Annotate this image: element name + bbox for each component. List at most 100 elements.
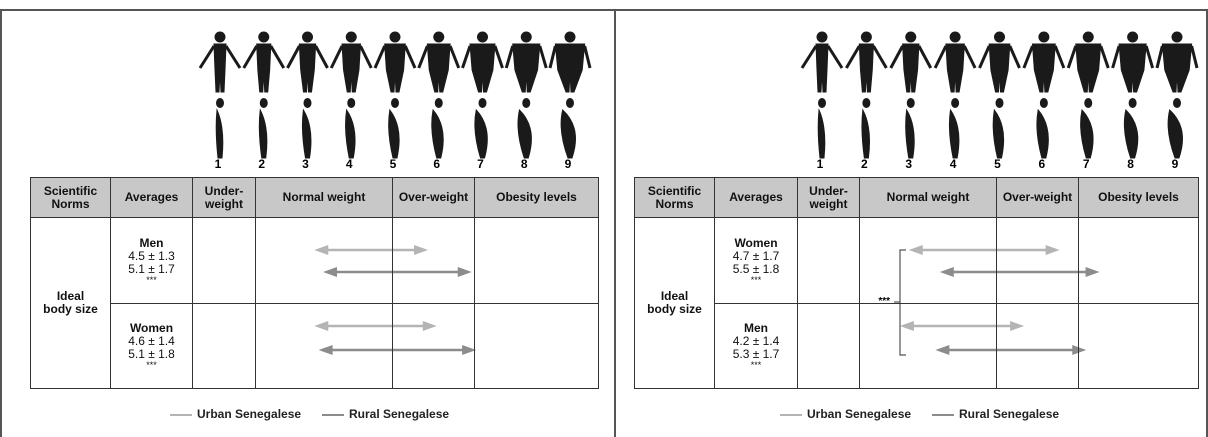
body-side (216, 110, 223, 158)
row-label: Ideal body size (30, 217, 111, 389)
arm (873, 46, 886, 68)
empty-cell (1078, 303, 1199, 389)
head (1083, 32, 1093, 42)
body-side (561, 110, 575, 158)
legend-label: Rural Senegalese (959, 407, 1059, 421)
silhouette (506, 32, 546, 158)
arm (980, 46, 990, 68)
empty-cell (996, 217, 1079, 304)
arm (1055, 46, 1064, 68)
empty-cell (255, 303, 393, 389)
average-value: 4.5 ± 1.3 (128, 250, 175, 263)
arm (1146, 46, 1152, 68)
empty-cell (996, 303, 1079, 389)
arm (316, 46, 328, 68)
scale-number: 1 (817, 157, 824, 171)
arm (200, 46, 214, 68)
legend-label: Urban Senegalese (807, 407, 911, 421)
body-front (816, 44, 828, 92)
silhouette (1024, 32, 1064, 158)
silhouette (846, 32, 886, 158)
empty-cell (859, 217, 997, 304)
arm (935, 46, 946, 68)
arm (1068, 46, 1076, 68)
scale-number: 9 (1172, 157, 1179, 171)
body-side (346, 110, 356, 158)
scale-number: 4 (950, 157, 957, 171)
arm (495, 46, 503, 68)
head (565, 32, 575, 42)
arm (1024, 46, 1033, 68)
empty-cell (192, 217, 256, 304)
significance: *** (146, 361, 157, 370)
body-side (259, 110, 267, 158)
silhouette (375, 32, 415, 158)
body-front (1032, 44, 1055, 92)
head-side (217, 99, 224, 108)
head-side (523, 99, 530, 108)
head-side (996, 99, 1003, 108)
body-side (993, 110, 1003, 158)
arm (891, 46, 903, 68)
body-side (949, 110, 959, 158)
silhouette (1068, 32, 1108, 158)
head (390, 32, 400, 42)
arm (244, 46, 257, 68)
head (434, 32, 444, 42)
head (303, 32, 313, 42)
legend-label: Urban Senegalese (197, 407, 301, 421)
scale-number: 6 (1039, 157, 1046, 171)
scale-number: 9 (565, 157, 572, 171)
significance: *** (751, 276, 762, 285)
head (1039, 32, 1049, 42)
arm (550, 46, 555, 68)
arm (1010, 46, 1020, 68)
body-side (862, 110, 870, 158)
empty-cell (255, 217, 393, 304)
body-front (989, 44, 1010, 92)
silhouette (980, 32, 1020, 158)
arm (405, 46, 415, 68)
body-front (946, 44, 964, 92)
body-side (389, 110, 399, 158)
header-cell: Over-weight (392, 177, 475, 218)
silhouette (463, 32, 503, 158)
head (817, 32, 827, 42)
group-name: Women (734, 237, 777, 250)
figure: *** 123456789Scientific NormsAveragesUnd… (0, 0, 1208, 437)
arm (1113, 46, 1119, 68)
arm (540, 46, 546, 68)
arm (226, 46, 240, 68)
body-front (1076, 44, 1101, 92)
arm (1192, 46, 1197, 68)
head-side (863, 99, 870, 108)
head (995, 32, 1005, 42)
arm (419, 46, 428, 68)
arm (919, 46, 931, 68)
empty-cell (392, 217, 475, 304)
average-value: 4.7 ± 1.7 (733, 250, 780, 263)
body-front (555, 44, 584, 92)
body-side (1168, 110, 1182, 158)
head (861, 32, 871, 42)
header-cell: Obesity levels (474, 177, 599, 218)
scale-number: 7 (1083, 157, 1090, 171)
row-label: Ideal body size (634, 217, 715, 389)
average-value: 5.5 ± 1.8 (733, 263, 780, 276)
arm (375, 46, 385, 68)
head (259, 32, 269, 42)
header-cell: Scientific Norms (634, 177, 715, 218)
head-side (260, 99, 267, 108)
averages-cell: Women4.6 ± 1.45.1 ± 1.8*** (110, 303, 193, 389)
header-cell: Over-weight (996, 177, 1079, 218)
body-front (1119, 44, 1146, 92)
body-front (513, 44, 540, 92)
empty-cell (474, 303, 599, 389)
arm (828, 46, 842, 68)
scale-number: 5 (390, 157, 397, 171)
arm (360, 46, 371, 68)
header-cell: Averages (714, 177, 798, 218)
head-side (1085, 99, 1092, 108)
